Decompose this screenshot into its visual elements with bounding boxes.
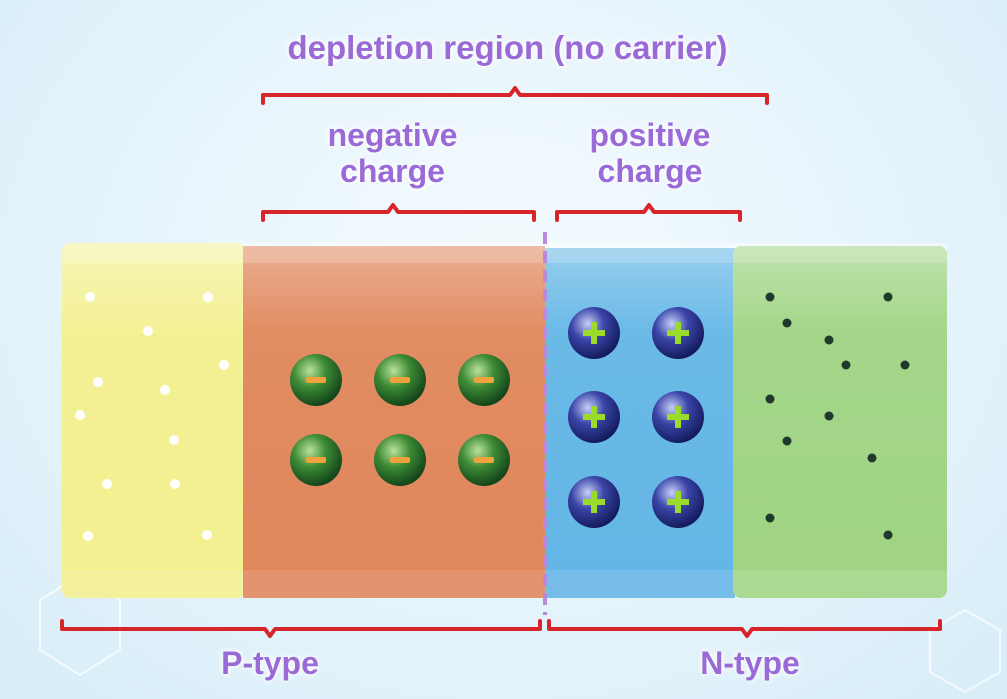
electron-dot <box>824 335 834 345</box>
negative-ion <box>290 434 342 486</box>
electron-carriers <box>765 292 910 540</box>
negative-charge-label-line1: negative <box>327 117 458 153</box>
negative-ion <box>290 354 342 406</box>
electron-dot <box>883 530 893 540</box>
hole-dot <box>169 435 179 445</box>
n-type-bracket <box>547 619 942 638</box>
electron-dot <box>824 411 834 421</box>
plus-sign <box>667 322 689 344</box>
hole-dot <box>75 410 85 420</box>
plus-sign <box>667 491 689 513</box>
electron-dot <box>782 318 792 328</box>
positive-charge-label-line2: charge <box>597 152 703 189</box>
hole-dot <box>102 479 112 489</box>
hole-dot <box>85 292 95 302</box>
positive-ion <box>652 307 704 359</box>
hole-dot <box>202 530 212 540</box>
p-type-label: P-type <box>221 645 319 681</box>
hole-dot <box>83 531 93 541</box>
electron-dot <box>765 513 775 523</box>
depletion-region-bracket <box>261 86 769 105</box>
plus-sign <box>583 491 605 513</box>
positive-ion <box>652 391 704 443</box>
positive-ion <box>652 476 704 528</box>
positive-ion <box>568 476 620 528</box>
positive-charge-label-line1: positive <box>589 117 711 153</box>
hole-dot <box>93 377 103 387</box>
minus-sign <box>306 377 326 383</box>
hole-dot <box>170 479 180 489</box>
electron-dot <box>883 292 893 302</box>
n-type-label: N-type <box>700 645 800 681</box>
bar-top-edge <box>62 243 947 263</box>
minus-sign <box>474 457 494 463</box>
electron-dot <box>782 436 792 446</box>
positive-ions <box>568 307 704 528</box>
plus-sign <box>583 406 605 428</box>
hole-dot <box>219 360 229 370</box>
minus-sign <box>390 377 410 383</box>
hole-dot <box>143 326 153 336</box>
depletion-region-label: depletion region (no carrier) <box>287 29 728 66</box>
negative-charge-bracket <box>261 203 536 222</box>
negative-charge-label-line2: charge <box>340 152 445 189</box>
negative-ion <box>374 354 426 406</box>
electron-dot <box>841 360 851 370</box>
p-type-bracket <box>60 619 542 638</box>
bar-bottom-edge <box>62 570 947 598</box>
negative-charge-label: negative charge <box>260 117 525 190</box>
semiconductor-bar <box>62 243 947 598</box>
negative-ions <box>290 354 510 486</box>
brackets <box>60 86 942 638</box>
hole-dot <box>203 292 213 302</box>
positive-ion <box>568 391 620 443</box>
positive-charge-label: positive charge <box>545 117 755 190</box>
positive-ion <box>568 307 620 359</box>
electron-dot <box>900 360 910 370</box>
plus-sign <box>583 322 605 344</box>
minus-sign <box>306 457 326 463</box>
minus-sign <box>390 457 410 463</box>
negative-ion <box>374 434 426 486</box>
negative-ion <box>458 434 510 486</box>
hole-carriers <box>75 292 229 541</box>
electron-dot <box>867 453 877 463</box>
electron-dot <box>765 394 775 404</box>
minus-sign <box>474 377 494 383</box>
bar-gloss <box>62 243 947 598</box>
negative-ion <box>458 354 510 406</box>
electron-dot <box>765 292 775 302</box>
positive-charge-bracket <box>555 203 742 222</box>
hole-dot <box>160 385 170 395</box>
plus-sign <box>667 406 689 428</box>
